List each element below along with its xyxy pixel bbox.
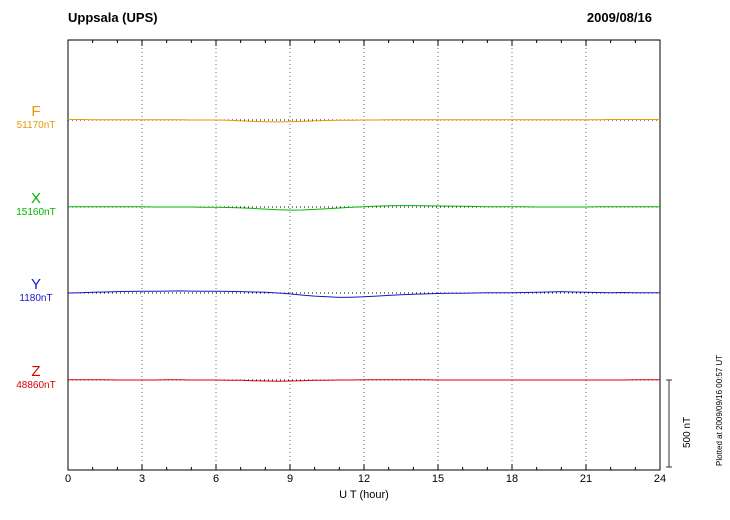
series-baseline-value-Y: 1180nT [19, 293, 53, 304]
x-tick-label-3: 3 [138, 473, 146, 485]
x-tick-label-0: 0 [64, 473, 72, 485]
x-tick-label-24: 24 [653, 473, 667, 485]
trace-F [68, 119, 660, 123]
series-label-Z: Z 48860nT [8, 364, 64, 392]
trace-Y [67, 290, 660, 298]
plotted-at-note: Plotted at 2009/09/16 00:57 UT [715, 354, 724, 466]
x-tick-label-12: 12 [357, 473, 371, 485]
plot-date: 2009/08/16 [586, 10, 652, 25]
series-baseline-value-Z: 48860nT [16, 380, 56, 391]
series-baseline-value-X: 15160nT [16, 207, 56, 218]
series-label-Y: Y 1180nT [8, 277, 64, 305]
series-baseline-value-F: 51170nT [16, 120, 56, 131]
scale-bar-label: 500 nT [682, 416, 693, 448]
trace-Z [68, 379, 660, 382]
series-letter-Y: Y [30, 276, 41, 293]
station-title: Uppsala (UPS) [68, 10, 158, 25]
series-letter-X: X [30, 190, 41, 207]
x-axis-label: U T (hour) [339, 489, 389, 501]
trace-X [68, 205, 660, 211]
x-tick-label-9: 9 [286, 473, 294, 485]
x-tick-label-18: 18 [505, 473, 519, 485]
series-label-X: X 15160nT [8, 191, 64, 219]
x-tick-label-15: 15 [431, 473, 445, 485]
series-letter-Z: Z [31, 363, 41, 380]
x-tick-label-21: 21 [579, 473, 593, 485]
series-letter-F: F [31, 103, 41, 120]
x-tick-label-6: 6 [212, 473, 220, 485]
series-label-F: F 51170nT [8, 104, 64, 132]
